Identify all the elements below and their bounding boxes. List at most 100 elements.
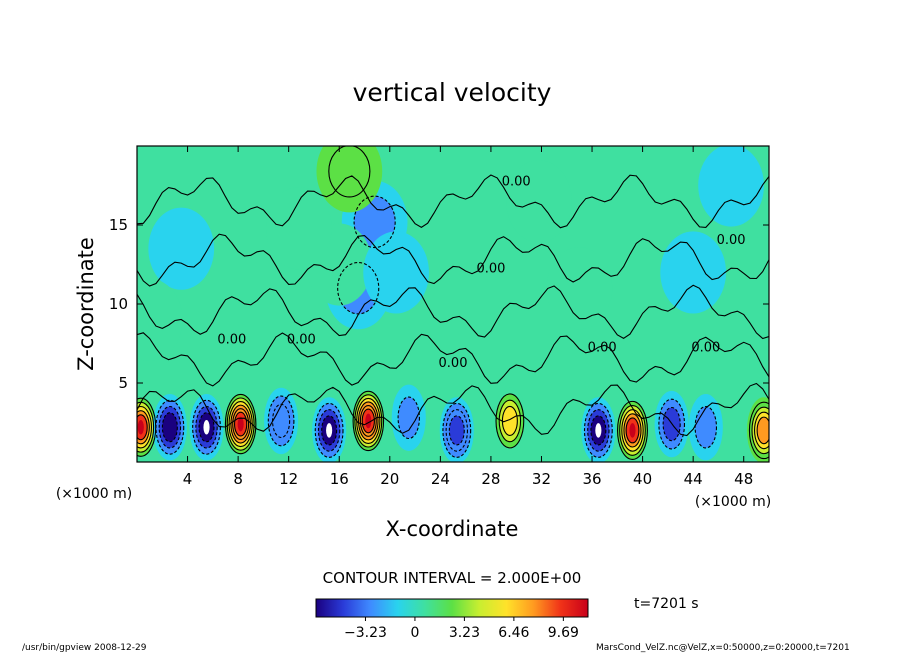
contour-line (321, 415, 338, 446)
velocity-blob (265, 187, 332, 270)
contour-value-label: 0.00 (691, 340, 720, 355)
colorbar-tick-label: 6.46 (498, 625, 529, 641)
zero-contour-line (137, 382, 769, 437)
x-axis: 4 8 12 16 20 24 28 32 36 40 44 48 (183, 146, 753, 488)
plot-area: 0.00 0.00 0.00 0.00 0.00 0.00 0.00 0.00 (136, 145, 770, 463)
y-axis: 5 10 15 (109, 216, 769, 392)
contour-line (314, 402, 344, 458)
contour-line (354, 394, 383, 448)
x-tick-label: 12 (279, 470, 298, 488)
colorbar-tick-label: 3.23 (449, 625, 480, 641)
x-unit-label-right: (×1000 m) (695, 494, 771, 510)
contour-line (587, 409, 610, 452)
contour-value-label: 0.00 (476, 261, 505, 276)
y-axis-label: Z-coordinate (74, 237, 98, 371)
velocity-blob (148, 207, 215, 290)
colorbar-tick-label: 9.69 (548, 625, 579, 641)
velocity-core (237, 416, 244, 432)
contour-line (267, 395, 295, 447)
colorbar-tick-label: 0 (410, 625, 419, 641)
zero-contour-line (137, 332, 769, 387)
velocity-core (595, 423, 602, 438)
contour-line (224, 393, 257, 455)
contour-line (442, 402, 472, 458)
velocity-core (203, 419, 210, 435)
velocity-core (365, 413, 372, 429)
contour-value-label: 0.00 (502, 175, 531, 190)
x-axis-label: X-coordinate (386, 517, 519, 541)
contour-line (192, 399, 221, 455)
zero-contour-line (137, 174, 769, 229)
contour-line (158, 405, 182, 449)
contour-interval-label: CONTOUR INTERVAL = 2.000E+00 (323, 569, 582, 587)
contour-line (353, 195, 396, 249)
convective-cell (162, 412, 178, 442)
contour-line (317, 409, 341, 452)
contour-line (625, 417, 640, 444)
contour-line (621, 409, 644, 452)
convective-cell (502, 406, 518, 436)
contour-lines: 0.00 0.00 0.00 0.00 0.00 0.00 0.00 0.00 (137, 146, 769, 460)
x-tick-label: 16 (330, 470, 349, 488)
x-tick-label: 44 (684, 470, 703, 488)
velocity-core (326, 423, 333, 438)
contour-line (358, 401, 379, 441)
contour-line (754, 411, 769, 450)
x-tick-label: 24 (431, 470, 450, 488)
footer-right: MarsCond_VelZ.nc@VelZ,x=0:50000,z=0:2000… (596, 643, 850, 653)
x-tick-label: 8 (233, 470, 243, 488)
velocity-blob (660, 231, 727, 314)
contour-value-label: 0.00 (217, 333, 246, 348)
x-tick-label: 48 (734, 470, 753, 488)
contour-line (619, 404, 646, 456)
zero-contour-line (137, 284, 769, 340)
convective-cell (449, 415, 465, 445)
colorbar-ticks: −3.23 0 3.23 6.46 9.69 (344, 617, 579, 641)
contour-value-label: 0.00 (588, 340, 617, 355)
contour-line (226, 397, 255, 451)
zero-contour-line (137, 233, 769, 287)
contour-line (448, 415, 465, 446)
contour-line (590, 415, 607, 446)
contour-line (155, 399, 185, 455)
velocity-core (629, 423, 636, 438)
convective-cell (757, 417, 769, 444)
contour-line (617, 400, 648, 460)
contour-line (658, 398, 686, 450)
y-tick-label: 5 (118, 374, 128, 392)
velocity-blob (506, 160, 572, 243)
velocity-blob (363, 231, 429, 314)
contour-line (359, 404, 377, 437)
contour-line (137, 405, 153, 449)
contour-line (495, 393, 525, 449)
chart-title: vertical velocity (353, 78, 552, 107)
contour-line (623, 413, 642, 448)
contour-line (756, 416, 769, 445)
contour-value-label: 0.00 (439, 356, 468, 371)
contour-line (445, 409, 469, 452)
contour-line (198, 412, 215, 443)
contour-line (361, 408, 375, 434)
velocity-blob (137, 278, 183, 361)
colorbar-tick-label: −3.23 (344, 625, 387, 641)
contour-line (751, 406, 769, 455)
x-tick-label: 36 (582, 470, 601, 488)
contour-line (328, 146, 371, 198)
contour-line (352, 390, 385, 452)
velocity-blob (698, 146, 764, 227)
x-tick-label: 28 (481, 470, 500, 488)
velocity-core (137, 419, 144, 435)
contour-line (662, 406, 681, 442)
footer-left: /usr/bin/gpview 2008-12-29 (22, 643, 147, 653)
contour-line (748, 401, 769, 460)
contour-line (397, 396, 420, 440)
contour-line (498, 399, 522, 443)
contour-line (137, 410, 150, 445)
y-tick-label: 10 (109, 295, 128, 313)
colorbar-strip (315, 598, 589, 618)
contour-line (694, 405, 718, 449)
contour-line (230, 404, 251, 444)
x-tick-label: 40 (633, 470, 652, 488)
time-label: t=7201 s (634, 596, 699, 612)
